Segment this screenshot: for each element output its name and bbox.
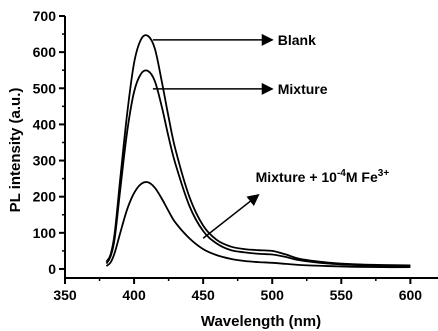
y-tick-label: 0: [48, 261, 56, 277]
x-tick-label: 350: [53, 287, 77, 303]
x-tick-label: 500: [261, 287, 285, 303]
y-tick-label: 100: [33, 225, 57, 241]
x-tick-label: 550: [330, 287, 354, 303]
x-tick-label: 600: [399, 287, 423, 303]
plot-area: 350 400 450 500 550 600 0 100 200 300 400 500 600 70…: [33, 8, 438, 303]
y-tick-label: 300: [33, 153, 57, 169]
y-tick-label: 600: [33, 44, 57, 60]
y-tick-label: 700: [33, 8, 57, 24]
series-lines: [105, 34, 411, 269]
y-axis-title: PL intensity (a.u.): [7, 88, 24, 213]
x-tick-label: 400: [122, 287, 146, 303]
fe-annotation-sup2: 3+: [378, 168, 390, 179]
annotations: Blank Mixture Mixture + 10-4M Fe3+: [152, 32, 390, 239]
blank-annotation-label: Blank: [278, 32, 316, 48]
y-tick-label: 400: [33, 116, 57, 132]
mixture-annotation-label: Mixture: [278, 81, 328, 97]
fe-annotation-sup1: -4: [337, 168, 346, 179]
y-axis-ticks: 0 100 200 300 400 500 600 700: [33, 8, 65, 277]
series-line-3: [105, 181, 411, 269]
series-line-2: [105, 69, 411, 267]
series-line-1: [105, 34, 411, 267]
fe-annotation-base: Mixture + 10: [256, 169, 338, 185]
fe-annotation-label: Mixture + 10-4M Fe3+: [256, 168, 390, 185]
x-axis-title: Wavelength (nm): [201, 313, 321, 330]
y-tick-label: 200: [33, 189, 57, 205]
fe-annotation-arrow: [202, 193, 260, 239]
x-tick-label: 450: [191, 287, 215, 303]
fe-annotation-mid: M Fe: [346, 169, 378, 185]
x-axis-ticks: 350 400 450 500 550 600: [53, 278, 422, 303]
y-tick-label: 500: [33, 80, 57, 96]
